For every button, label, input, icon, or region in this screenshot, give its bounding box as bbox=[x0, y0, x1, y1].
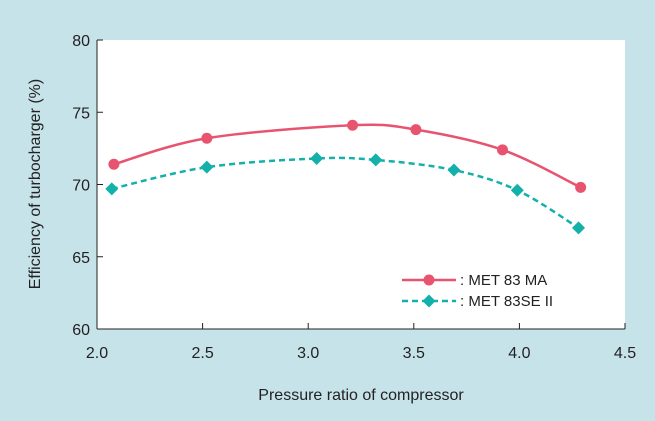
x-tick-label: 3.5 bbox=[403, 345, 425, 362]
data-point-circle bbox=[575, 182, 586, 193]
x-tick-label: 4.5 bbox=[614, 345, 636, 362]
y-tick-label: 70 bbox=[72, 178, 90, 195]
x-tick-label: 2.0 bbox=[86, 345, 108, 362]
data-point-circle bbox=[108, 159, 119, 170]
data-point-circle bbox=[347, 120, 358, 131]
x-tick-label: 2.5 bbox=[191, 345, 213, 362]
data-point-circle bbox=[410, 124, 421, 135]
legend-label: : MET 83 MA bbox=[460, 272, 547, 289]
y-tick-label: 65 bbox=[72, 250, 90, 267]
legend-label: : MET 83SE II bbox=[460, 293, 553, 310]
x-tick-label: 4.0 bbox=[508, 345, 530, 362]
y-tick-label: 80 bbox=[72, 33, 90, 50]
data-point-circle bbox=[497, 144, 508, 155]
data-point-circle bbox=[201, 133, 212, 144]
y-tick-label: 60 bbox=[72, 322, 90, 339]
y-axis-title: Efficiency of turbocharger (%) bbox=[27, 79, 44, 289]
legend-marker-swatch bbox=[424, 275, 435, 286]
x-axis-title: Pressure ratio of compressor bbox=[258, 387, 464, 404]
y-tick-label: 75 bbox=[72, 105, 90, 122]
x-tick-label: 3.0 bbox=[297, 345, 319, 362]
